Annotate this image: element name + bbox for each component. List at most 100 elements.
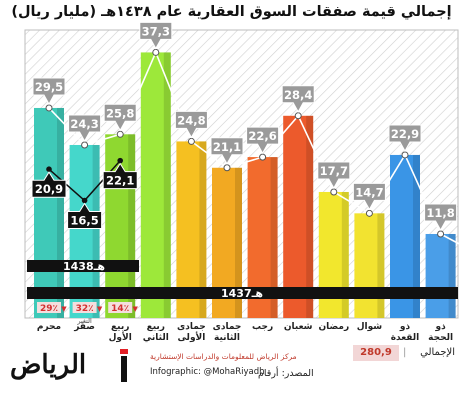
down-arrow-icon: ▼ (97, 305, 103, 313)
callout-1438 (68, 114, 102, 143)
callout-1438-value: 21,1 (213, 140, 241, 154)
bar-shade (199, 141, 207, 318)
x-tick-label: ربيع الأول (109, 322, 132, 343)
change-pct-box (72, 302, 97, 313)
x-tick-label: رمضان (318, 322, 349, 332)
point-1438 (223, 164, 231, 172)
callout-1437 (31, 171, 67, 198)
point-1437 (81, 197, 88, 204)
bar-shade (57, 107, 64, 319)
bar-shade (235, 167, 242, 318)
callout-1437-value: 22,1 (106, 174, 134, 188)
bar-shade (306, 115, 314, 319)
point-1438 (294, 112, 302, 120)
point-1438 (81, 141, 89, 149)
change-label: التغير (76, 317, 92, 325)
x-tick-label: رجب (252, 322, 273, 332)
bands-layer: 1438هـ 1437هـ (27, 260, 458, 300)
point-1438 (437, 230, 445, 238)
bar-shade (163, 52, 171, 318)
point-1438 (365, 209, 373, 217)
callout-1438 (317, 161, 351, 190)
total-label: الإجمالي (420, 347, 455, 358)
point-1438 (187, 137, 195, 145)
footer-credits: مركز الرياض للمعلومات والدراسات الإستشار… (150, 352, 300, 377)
bar-shade (377, 213, 385, 318)
bar-1438 (354, 213, 385, 318)
change-pct-value: 14٪ (111, 304, 129, 314)
x-tick-label: شوال (357, 322, 383, 332)
change-pct-value: 32٪ (76, 304, 94, 314)
x-tick-label: محرم (37, 322, 61, 332)
infographic-handle: Infographic: @MohaRiyadh (150, 367, 265, 377)
callout-1438 (388, 124, 422, 152)
callout-1438 (32, 77, 66, 105)
callout-1438-value: 25,8 (106, 106, 134, 120)
callout-1437 (102, 162, 138, 190)
point-1438 (152, 48, 160, 56)
total-box: الإجمالي | 280,9 (349, 345, 459, 361)
callout-1437-value: 20,9 (35, 182, 63, 196)
bar-1438 (283, 115, 314, 319)
callout-1438 (210, 137, 244, 165)
x-tick-label: ربيع الثاني (143, 322, 169, 343)
x-tick-label: ذو الحجة (428, 322, 453, 343)
callout-1438 (281, 85, 315, 113)
callouts-layer: 29,5 24,3 25,8 37,3 24,8 21,1 22,6 28,4 17,7 14,7… (31, 21, 458, 325)
bar-1438 (34, 107, 64, 319)
org-name: مركز الرياض للمعلومات والدراسات الإستشار… (150, 352, 297, 361)
callout-1438-value: 24,3 (70, 117, 98, 131)
callout-1438-value: 22,9 (391, 127, 419, 141)
total-separator: | (403, 347, 407, 358)
x-tick-label: ذو القعدة (391, 322, 420, 343)
callout-1438 (352, 182, 386, 211)
series-line-1438 (48, 50, 442, 235)
bar-shade (448, 233, 456, 318)
bar-shade (92, 144, 100, 318)
change-pct-box (37, 302, 61, 313)
riyadh-logo: الرياض (10, 350, 87, 380)
callout-1438 (246, 126, 280, 155)
point-1437 (117, 157, 123, 164)
down-arrow-icon: ▼ (61, 305, 67, 313)
callout-1438 (103, 103, 137, 132)
callout-1438-value: 29,5 (35, 80, 63, 94)
band-1438 (27, 260, 139, 272)
logo-mark-icon (120, 349, 128, 382)
x-tick-label: جمادى الأولى (177, 322, 206, 343)
bar-shade (270, 157, 278, 318)
callout-1437 (67, 202, 103, 230)
callout-1438-value: 17,7 (320, 164, 348, 178)
callout-1438-value: 14,7 (355, 185, 383, 199)
down-arrow-icon: ▼ (133, 305, 139, 313)
point-1438 (116, 130, 124, 138)
point-1437 (46, 166, 52, 172)
point-1438 (259, 153, 267, 161)
bar-1438 (425, 233, 456, 318)
total-value: 280,9 (353, 345, 399, 361)
x-tick-label: جمادى الثانية (213, 322, 242, 343)
point-1438 (45, 104, 53, 112)
band-1438-label: 1438هـ (63, 260, 105, 273)
x-tick-label: شعبان (284, 322, 313, 332)
chart-title: إجمالي قيمة صفقات السوق العقارية عام ١٤٣… (11, 4, 452, 20)
callout-1438-value: 11,8 (426, 206, 454, 220)
point-1438 (401, 151, 409, 159)
callout-1438 (174, 110, 208, 139)
change-pct-value: 29٪ (40, 304, 58, 314)
callout-1438-value: 28,4 (284, 88, 312, 102)
callout-1438 (424, 203, 458, 232)
series-line-tail (440, 233, 463, 247)
band-1437 (27, 287, 458, 299)
change-pct-box (108, 302, 133, 313)
xlabels-layer: محرم صفر ربيع الأول ربيع الثاني جمادى الأولى جما… (37, 322, 453, 343)
callout-1437-value: 16,5 (70, 214, 98, 228)
bar-shade (128, 134, 136, 318)
callout-1438-value: 37,3 (142, 24, 170, 38)
callout-1438-value: 22,6 (248, 129, 276, 143)
bar-shade (413, 154, 420, 318)
callout-1438-value: 24,8 (177, 113, 205, 127)
point-1438 (330, 188, 338, 196)
source-label: المصدر: أرقام (258, 368, 314, 379)
